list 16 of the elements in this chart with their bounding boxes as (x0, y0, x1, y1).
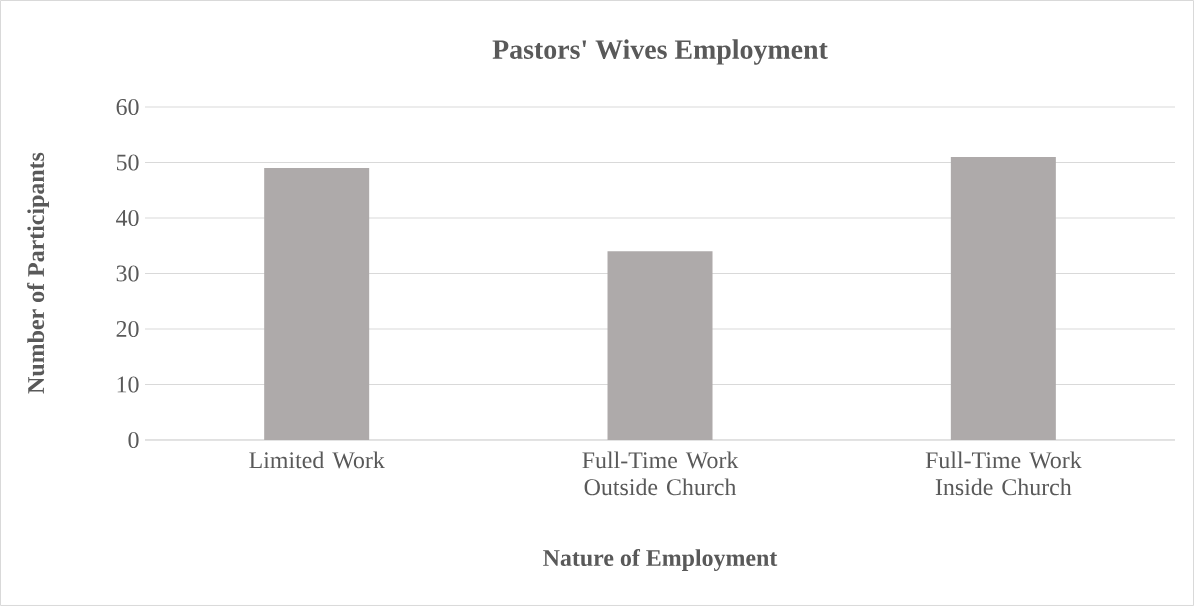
bar (264, 168, 370, 440)
y-axis-title: Number of Participants (27, 152, 49, 394)
x-tick-label: Full-Time Work Inside Church (925, 451, 1082, 496)
chart-title: Pastors' Wives Employment (492, 39, 828, 65)
y-tick-label: 0 (128, 431, 139, 449)
y-tick-label: 40 (116, 209, 139, 227)
y-tick-label: 10 (117, 376, 139, 393)
y-tick-label: 60 (116, 98, 139, 116)
x-tick-label: Limited Work (249, 451, 385, 469)
y-tick-label: 50 (116, 154, 139, 171)
bar (950, 156, 1056, 440)
y-tick-label: 20 (116, 320, 139, 338)
x-axis-title: Nature of Employment (543, 548, 778, 571)
bar (607, 251, 713, 440)
y-tick-label: 30 (116, 265, 139, 282)
x-tick-label: Full-Time Work Outside Church (582, 451, 739, 496)
